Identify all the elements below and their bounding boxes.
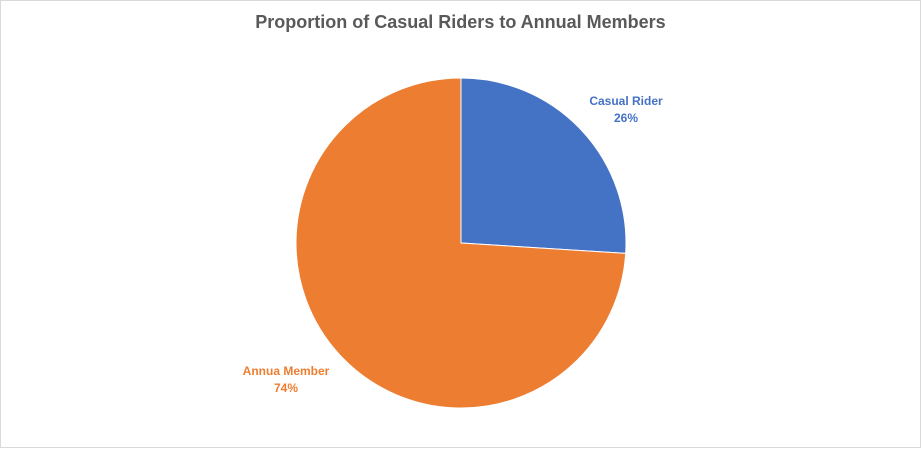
slice-label-casual-rider: Casual Rider [589, 94, 663, 108]
pie-chart: Casual Rider 26% Annua Member 74% [243, 77, 663, 409]
slice-value-casual-rider: 26% [614, 111, 638, 125]
pie-slice-annua-member [295, 77, 627, 409]
slice-label-annua-member: Annua Member [243, 364, 330, 378]
pie-slice-casual-rider [460, 77, 627, 254]
chart-area: Proportion of Casual Riders to Annual Me… [0, 0, 921, 448]
slice-value-annua-member: 74% [274, 381, 298, 395]
chart-title: Proportion of Casual Riders to Annual Me… [255, 12, 666, 32]
